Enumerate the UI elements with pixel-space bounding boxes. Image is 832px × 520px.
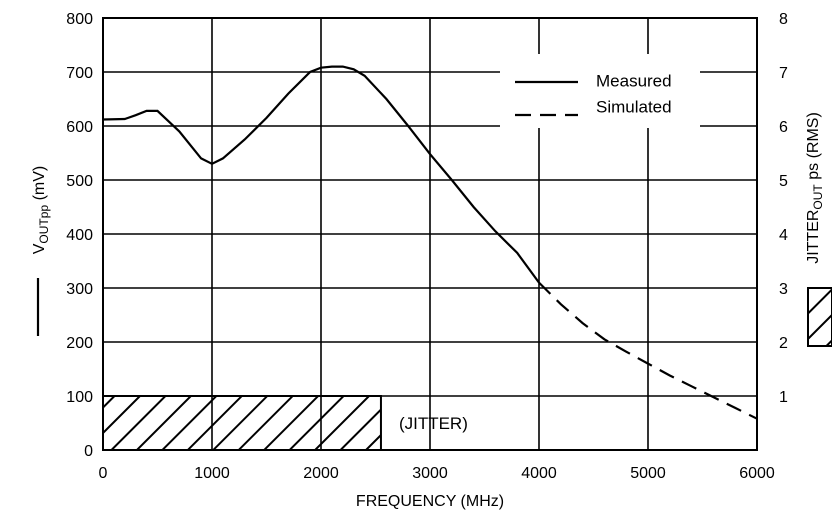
y-left-tick-label: 500 [66,173,93,190]
x-tick-label: 5000 [630,465,666,482]
y-right-tick-label: 1 [779,389,788,406]
x-tick-label: 1000 [194,465,230,482]
x-tick-label: 0 [99,465,108,482]
y-right-tick-label: 7 [779,65,788,82]
y-left-tick-label: 0 [84,443,93,460]
y-right-tick-label: 3 [779,281,788,298]
y-left-tick-label: 800 [66,11,93,28]
plot-frame [102,17,758,451]
y-left-tick-label: 100 [66,389,93,406]
y-left-tick-label: 300 [66,281,93,298]
left-axis-label: VOUTpp (mV) [31,166,51,254]
y-right-tick-label: 6 [779,119,788,136]
jitter-bar-label: (JITTER) [399,414,468,433]
y-left-tick-label: 400 [66,227,93,244]
left-axis-label-group: VOUTpp (mV) [31,166,51,254]
series-measured-line [102,65,540,284]
right-axis-legend-hatch [807,287,832,347]
y-right-tick-label: 2 [779,335,788,352]
x-tick-label: 6000 [739,465,775,482]
x-tick-label: 3000 [412,465,448,482]
y-left-tick-label: 700 [66,65,93,82]
y-left-tick-label: 600 [66,119,93,136]
jitter-bar [102,395,382,451]
right-axis-label: JITTEROUT ps (RMS) [805,112,825,264]
right-axis-label-group: JITTEROUT ps (RMS) [805,112,825,264]
legend-simulated-label: Simulated [596,97,672,116]
y-right-tick-label: 8 [779,11,788,28]
x-axis-label: FREQUENCY (MHz) [356,493,504,510]
y-right-tick-label: 5 [779,173,788,190]
y-left-tick-label: 200 [66,335,93,352]
legend-measured-label: Measured [596,71,672,90]
x-tick-label: 2000 [303,465,339,482]
legend-box [500,54,700,128]
series-simulated-line [538,281,758,420]
x-tick-label: 4000 [521,465,557,482]
y-right-tick-label: 4 [779,227,788,244]
